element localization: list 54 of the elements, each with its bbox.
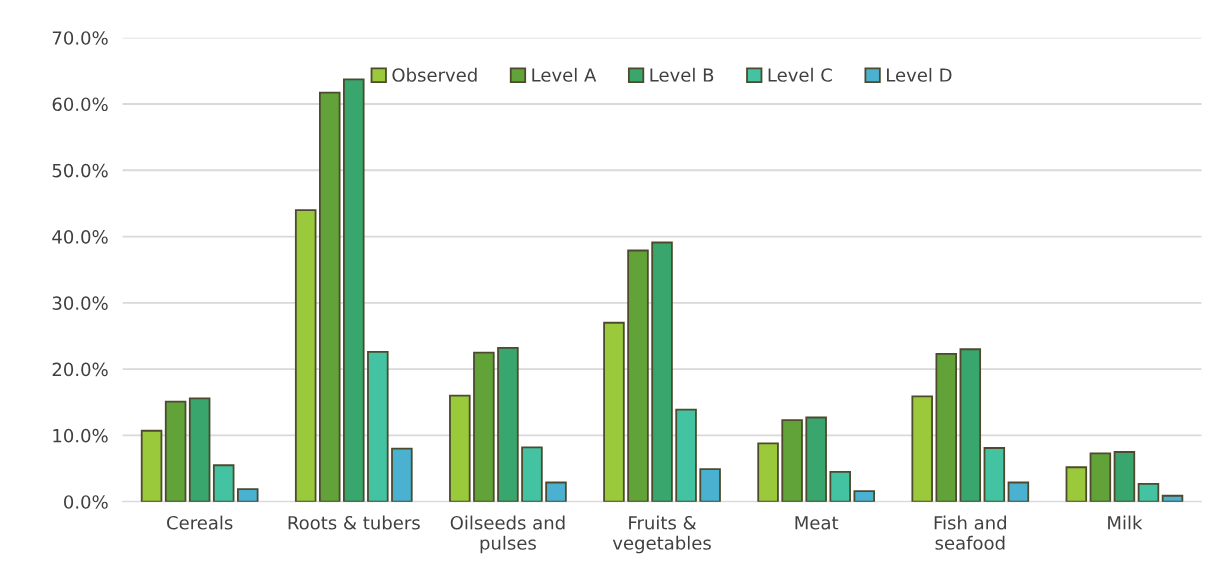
bar — [497, 347, 519, 502]
bar — [911, 395, 933, 502]
bar — [959, 348, 982, 502]
bar — [367, 350, 389, 502]
bar — [188, 397, 211, 502]
bar — [473, 351, 495, 502]
bar — [1089, 452, 1112, 502]
bar — [627, 249, 649, 502]
bar — [983, 447, 1006, 502]
bar — [449, 394, 471, 502]
bar — [545, 481, 567, 502]
y-tick-label: 40.0% — [52, 230, 108, 244]
bar — [294, 209, 317, 502]
bar — [236, 488, 259, 502]
bar — [935, 352, 958, 502]
y-tick-label: 20.0% — [52, 362, 108, 377]
x-tick-label: Fish and seafood — [934, 515, 1006, 550]
legend-label: Level C — [768, 67, 832, 82]
y-tick-label: 70.0% — [52, 31, 108, 45]
y-tick-label: 60.0% — [52, 97, 108, 112]
legend-label: Level B — [650, 67, 714, 82]
bar — [853, 490, 876, 502]
bar — [603, 321, 625, 502]
bar — [391, 447, 413, 502]
bar — [699, 468, 721, 502]
bar — [757, 442, 779, 502]
bar — [651, 241, 673, 502]
legend-label: Level A — [532, 67, 597, 82]
legend-label: Observed — [392, 67, 477, 82]
x-tick-label: Milk — [1108, 515, 1143, 530]
x-tick-label: Roots & tubers — [288, 515, 420, 530]
bar — [805, 416, 827, 502]
y-tick-label: 30.0% — [52, 296, 108, 310]
y-tick-label: 50.0% — [52, 163, 108, 178]
bar — [521, 446, 543, 502]
bar — [343, 78, 365, 502]
x-tick-label: Meat — [795, 516, 839, 530]
bar — [212, 464, 235, 502]
x-tick-label: Oilseeds and pulses — [450, 515, 565, 554]
bar — [1007, 481, 1030, 502]
bar — [140, 429, 163, 502]
x-tick-label: Cereals — [167, 515, 233, 530]
bar — [1113, 451, 1136, 502]
x-tick-label: Fruits & vegetables — [612, 515, 711, 554]
legend-label: Level D — [887, 67, 952, 82]
y-tick-label: 10.0% — [53, 428, 108, 443]
bar — [1065, 466, 1088, 502]
y-tick-label: 0.0% — [64, 495, 108, 509]
bar — [318, 91, 341, 502]
bar — [1137, 482, 1160, 502]
bar — [164, 400, 187, 502]
bar — [829, 470, 851, 502]
bar — [781, 419, 803, 502]
bar — [675, 408, 697, 502]
